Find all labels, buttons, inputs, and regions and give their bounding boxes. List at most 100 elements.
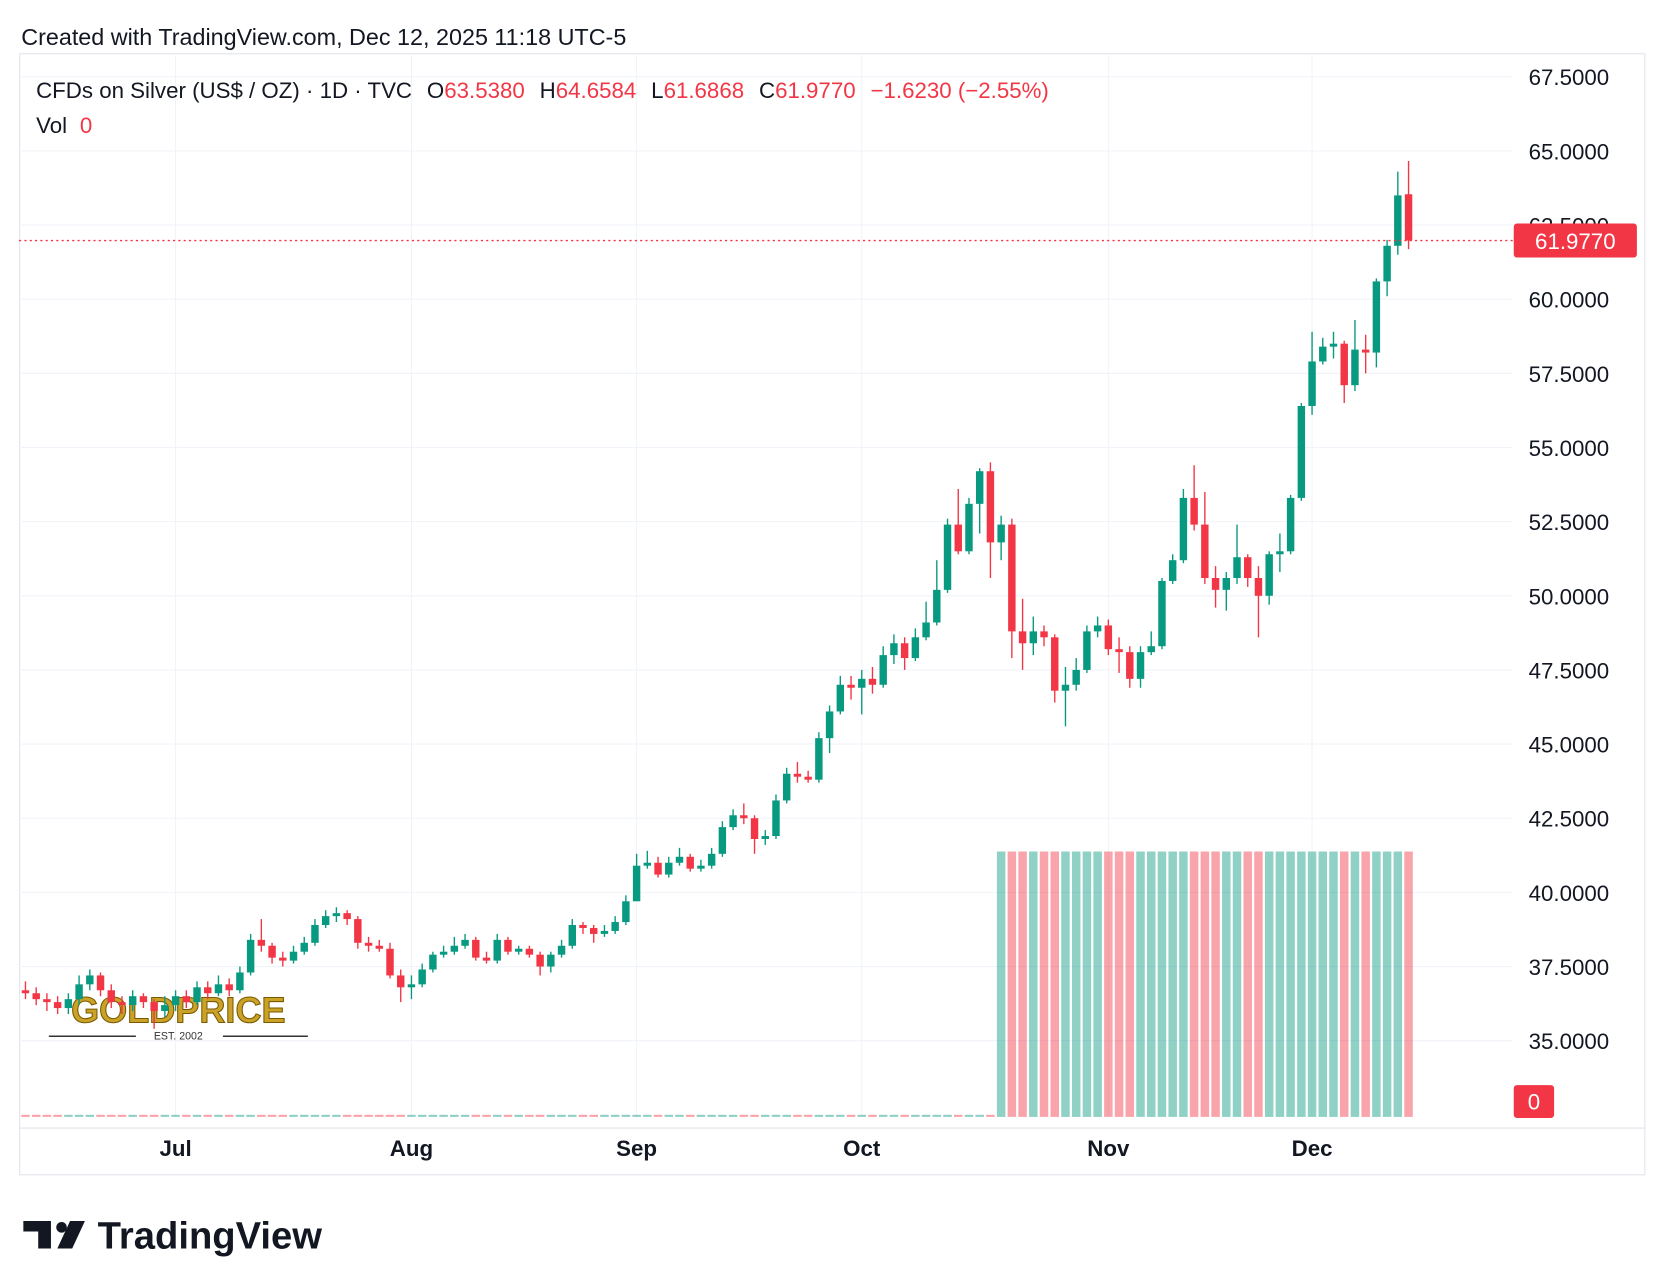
candle-body	[740, 815, 748, 819]
x-tick-label: Jul	[159, 1136, 191, 1161]
volume-bar	[267, 1114, 277, 1117]
volume-bar	[385, 1114, 395, 1117]
volume-bar	[525, 1114, 534, 1117]
candle-body	[1265, 554, 1273, 596]
volume-bar	[85, 1114, 95, 1117]
candle-body	[472, 939, 480, 958]
candle-body	[150, 1002, 158, 1012]
vol-header: Vol 0	[36, 113, 92, 138]
candle-body	[139, 996, 148, 1003]
volume-bar	[1361, 851, 1370, 1117]
candle-body	[53, 1002, 62, 1009]
volume-bar	[653, 1114, 663, 1117]
last-price-badge	[1513, 223, 1637, 258]
x-tick-label: Aug	[390, 1136, 433, 1161]
candle-body	[804, 776, 812, 780]
candle-body	[504, 939, 512, 952]
candle-body	[922, 622, 930, 638]
y-tick-label: 45.0000	[1529, 733, 1610, 758]
candle-body	[1008, 524, 1016, 632]
c-label: C	[759, 78, 775, 103]
volume-bar	[214, 1114, 223, 1117]
candle-body	[1254, 577, 1263, 596]
candle-body	[590, 927, 598, 934]
candle-body	[557, 945, 566, 955]
volume-bar	[1114, 851, 1124, 1117]
o-label: O	[427, 78, 444, 103]
volume-bar	[1146, 851, 1156, 1117]
y-tick-label: 35.0000	[1529, 1029, 1610, 1054]
volume-bar	[321, 1114, 330, 1117]
candle-body	[450, 945, 459, 952]
volume-bar	[160, 1114, 170, 1117]
candle-body	[461, 939, 469, 946]
candle-body	[782, 773, 791, 801]
candle-body	[107, 990, 115, 1003]
volume-bar	[1329, 851, 1338, 1117]
candle-body	[1233, 557, 1241, 578]
symbol: CFDs on Silver (US$ / OZ) · 1D · TVC	[36, 78, 412, 103]
h-label: H	[540, 78, 556, 103]
candle-body	[1179, 497, 1188, 561]
volume-bar	[1307, 851, 1317, 1117]
volume-bar	[1093, 851, 1102, 1117]
candle-body	[1308, 361, 1316, 406]
volume-bar	[171, 1114, 180, 1117]
volume-bar	[1232, 851, 1242, 1117]
candle-body	[1104, 625, 1113, 650]
volume-bar	[814, 1114, 824, 1117]
volume-bar	[1243, 851, 1252, 1117]
candles	[21, 161, 1413, 1029]
candle-body	[397, 975, 405, 988]
volume-bar	[932, 1114, 942, 1117]
y-tick-label: 52.5000	[1529, 510, 1610, 535]
candle-body	[225, 984, 233, 991]
volume-bar	[1125, 851, 1135, 1117]
candle-body	[86, 975, 94, 985]
change: −1.6230 (−2.55%)	[870, 78, 1048, 103]
candle-body	[1201, 524, 1209, 578]
volume-bar	[868, 1114, 877, 1117]
volume-bar	[632, 1114, 641, 1117]
volume-bar	[610, 1114, 620, 1117]
candle-body	[611, 922, 619, 931]
candle-body	[600, 930, 609, 934]
candle-body	[772, 800, 780, 837]
candle-body	[954, 524, 962, 552]
candle-body	[1394, 195, 1402, 246]
volume-bar	[739, 1114, 749, 1117]
credit: Created with TradingView.com, Dec 12, 20…	[21, 24, 626, 50]
candle-body	[1222, 577, 1231, 590]
candle-body	[204, 987, 212, 994]
volume-bar	[1061, 851, 1070, 1117]
volume-bar	[1382, 851, 1392, 1117]
candle-body	[214, 984, 223, 994]
candle-body	[975, 471, 984, 504]
l-label: L	[651, 78, 663, 103]
volume-bar	[1189, 851, 1199, 1117]
candle-body	[1061, 684, 1070, 691]
y-tick-label: 40.0000	[1529, 881, 1610, 906]
candle-body	[268, 945, 276, 958]
volume-bar	[1200, 851, 1210, 1117]
candle-body	[547, 954, 555, 967]
volume-bar	[1136, 851, 1145, 1117]
candle-body	[43, 999, 51, 1003]
volume-bar	[1254, 851, 1263, 1117]
candle-body	[289, 951, 298, 961]
candle-body	[568, 925, 576, 946]
candle-body	[718, 827, 727, 854]
volume-bar	[117, 1114, 127, 1117]
volume-bar	[492, 1114, 502, 1117]
x-tick-label: Oct	[843, 1136, 881, 1161]
candle-body	[750, 818, 759, 839]
volume-bar	[1404, 851, 1413, 1117]
volume-bar	[107, 1114, 116, 1117]
candle-body	[257, 939, 266, 946]
y-tick-label: 47.5000	[1529, 658, 1610, 683]
candle-body	[300, 942, 308, 952]
volume-bar	[471, 1114, 481, 1117]
volume-bar	[439, 1114, 448, 1117]
candle-body	[1029, 631, 1038, 644]
candle-body	[1372, 281, 1381, 353]
